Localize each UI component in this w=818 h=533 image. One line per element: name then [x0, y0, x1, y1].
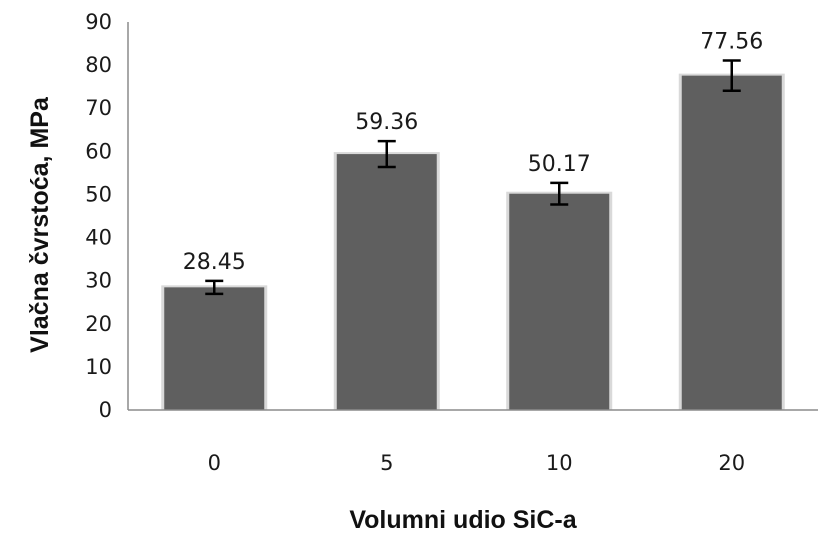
data-label: 59.36	[355, 110, 418, 135]
data-label: 50.17	[528, 152, 591, 177]
error-bar	[377, 139, 396, 169]
y-tick-label: 80	[85, 53, 112, 77]
y-tick-label: 30	[85, 269, 112, 293]
bar	[681, 75, 782, 410]
x-tick-label: 10	[546, 451, 573, 475]
y-tick-label: 0	[99, 398, 112, 422]
y-tick-label: 10	[85, 355, 112, 379]
x-axis-title: Volumni udio SiC-a	[349, 506, 577, 533]
error-bar	[722, 59, 741, 92]
bar	[336, 154, 437, 410]
bar	[164, 287, 265, 410]
x-axis-ticks: 0 5 10 20	[208, 451, 746, 475]
y-tick-label: 70	[85, 96, 112, 120]
y-axis-title: Vlačna čvrstoća, MPa	[26, 96, 54, 353]
y-tick-label: 40	[85, 226, 112, 250]
bars	[161, 73, 785, 410]
error-bars	[205, 59, 741, 296]
error-bar	[205, 279, 224, 296]
y-tick-label: 50	[85, 182, 112, 206]
x-tick-label: 20	[718, 451, 745, 475]
x-tick-label: 0	[208, 451, 221, 475]
x-tick-label: 5	[380, 451, 393, 475]
y-axis-ticks: 0 10 20 30 40 50 60 70 80 90	[85, 10, 112, 422]
bar	[509, 193, 610, 410]
y-tick-label: 60	[85, 139, 112, 163]
error-bar	[550, 181, 569, 206]
y-tick-label: 90	[85, 10, 112, 34]
data-labels: 28.45 59.36 50.17 77.56	[183, 30, 763, 275]
data-label: 28.45	[183, 250, 246, 275]
data-label: 77.56	[700, 30, 763, 55]
y-tick-label: 20	[85, 312, 112, 336]
